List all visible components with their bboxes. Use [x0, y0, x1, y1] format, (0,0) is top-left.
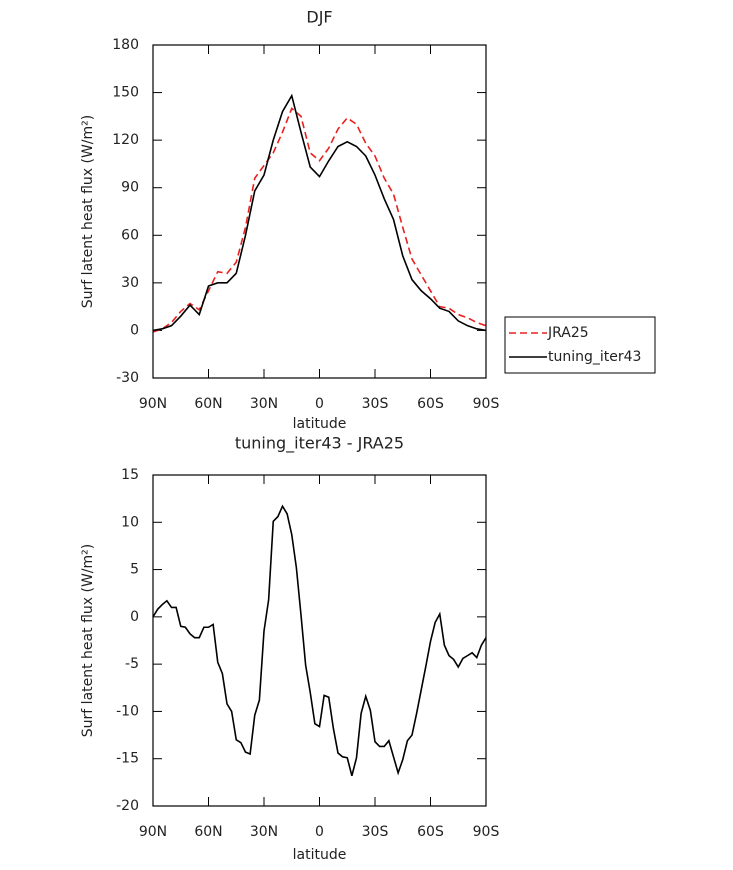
y-tick-label: 5	[130, 562, 139, 578]
x-tick-label: 90N	[139, 396, 167, 412]
x-axis-label: latitude	[293, 847, 347, 863]
x-tick-label: 60S	[417, 396, 444, 412]
y-tick-label: 10	[121, 514, 139, 530]
x-tick-label: 60N	[194, 396, 222, 412]
x-tick-label: 90S	[473, 824, 500, 840]
y-tick-label: -30	[116, 370, 139, 386]
y-axis-label: Surf latent heat flux (W/m²)	[80, 544, 96, 737]
x-tick-label: 0	[315, 824, 324, 840]
data-line	[152, 93, 487, 332]
x-tick-label: 30S	[362, 396, 389, 412]
legend-label: JRA25	[547, 325, 589, 341]
y-tick-label: 150	[112, 85, 139, 101]
y-tick-label: -20	[116, 798, 139, 814]
y-tick-label: 30	[121, 275, 139, 291]
y-tick-label: 180	[112, 37, 139, 53]
x-tick-label: 0	[315, 396, 324, 412]
chart-title: tuning_iter43 - JRA25	[235, 434, 404, 454]
y-tick-label: 0	[130, 322, 139, 338]
x-tick-label: 30N	[250, 396, 278, 412]
x-tick-label: 90S	[473, 396, 500, 412]
y-tick-label: -15	[116, 751, 139, 767]
data-line	[152, 504, 487, 776]
x-tick-label: 30N	[250, 824, 278, 840]
chart-title: DJF	[306, 8, 332, 27]
y-tick-label: -10	[116, 703, 139, 719]
x-axis-label: latitude	[293, 416, 347, 432]
y-tick-label: 90	[121, 180, 139, 196]
y-tick-label: 0	[130, 609, 139, 625]
y-tick-label: 15	[121, 467, 139, 483]
plot-frame	[152, 474, 487, 807]
x-tick-label: 30S	[362, 824, 389, 840]
y-tick-label: 60	[121, 227, 139, 243]
x-tick-label: 60N	[194, 824, 222, 840]
y-tick-label: 120	[112, 132, 139, 148]
x-tick-label: 60S	[417, 824, 444, 840]
y-tick-label: -5	[125, 656, 139, 672]
x-tick-label: 90N	[139, 824, 167, 840]
plot-frame	[152, 44, 487, 379]
y-axis-label: Surf latent heat flux (W/m²)	[80, 115, 96, 308]
legend-label: tuning_iter43	[548, 349, 641, 365]
data-line	[152, 107, 487, 333]
legend-box	[504, 316, 656, 374]
